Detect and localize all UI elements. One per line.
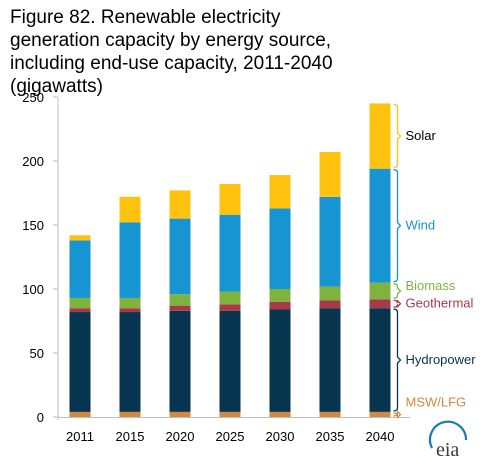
bar-segment-biomass-2025 [219,291,241,305]
bar-segment-msw-lfg-2035 [319,411,341,417]
legend: MSW/LFG Hydropower Geothermal Biomass Wind So… [393,103,477,420]
legend-brace-msw-lfg [393,409,402,420]
y-tick-label: 50 [30,346,44,361]
bar-segment-biomass-2015 [119,297,141,309]
legend-brace-geothermal [393,299,402,309]
x-tick-label: 2025 [216,429,245,444]
bar-segment-msw-lfg-2011 [69,411,91,417]
x-tick-label: 2040 [366,429,395,444]
bar-segment-wind-2040 [369,168,391,283]
bar-segment-wind-2015 [119,222,141,298]
bar-segment-hydropower-2020 [169,310,191,412]
bar-segment-msw-lfg-2040 [369,411,391,417]
bar-segment-geothermal-2015 [119,308,141,313]
bar-segment-geothermal-2035 [319,300,341,309]
bar-segment-geothermal-2011 [69,308,91,313]
x-axis: 2011 2015 2020 2025 2030 2035 2040 [58,417,410,444]
x-tick-label: 2035 [316,429,345,444]
x-tick-label: 2020 [166,429,195,444]
bar-segment-solar-2030 [269,175,291,209]
bar-segment-biomass-2011 [69,297,91,309]
bar-segment-msw-lfg-2025 [219,411,241,417]
bar-segment-geothermal-2020 [169,305,191,311]
bar-segment-hydropower-2040 [369,308,391,412]
bar-segment-solar-2011 [69,235,91,241]
bar-segment-solar-2035 [319,152,341,197]
legend-brace-solar [393,103,402,169]
legend-label-geothermal: Geothermal [406,296,474,311]
legend-brace-hydropower [393,308,402,412]
bar-segment-biomass-2030 [269,289,291,302]
legend-brace-biomass [393,282,402,299]
x-tick-label: 2030 [266,429,295,444]
bar-segment-solar-2020 [169,190,191,219]
bar-segment-geothermal-2030 [269,301,291,310]
bar-segment-hydropower-2035 [319,308,341,412]
x-tick-label: 2011 [66,429,94,444]
bar-segment-geothermal-2025 [219,304,241,311]
y-tick-label: 250 [22,90,44,105]
bar-stacks [69,103,391,417]
bar-segment-biomass-2040 [369,282,391,300]
bar-segment-geothermal-2040 [369,299,391,309]
eia-logo: eia [428,420,468,461]
y-tick-label: 0 [37,410,44,425]
bar-segment-solar-2015 [119,196,141,223]
bar-segment-wind-2020 [169,218,191,295]
legend-label-wind: Wind [406,218,436,233]
chart-title: Figure 82. Renewable electricity generat… [10,7,333,97]
bar-segment-biomass-2020 [169,294,191,306]
y-tick-label: 100 [22,282,44,297]
bar-segment-wind-2035 [319,196,341,287]
bar-segment-hydropower-2015 [119,312,141,412]
legend-brace-wind [393,169,402,283]
legend-label-hydropower: Hydropower [406,352,477,367]
bar-segment-solar-2025 [219,184,241,215]
x-tick-label: 2015 [116,429,145,444]
legend-label-biomass: Biomass [406,278,456,293]
bar-segment-hydropower-2025 [219,310,241,412]
y-axis: 0 50 100 150 200 250 [22,90,59,425]
legend-label-solar: Solar [406,128,437,143]
bar-segment-wind-2030 [269,208,291,289]
bar-segment-wind-2025 [219,214,241,292]
y-tick-label: 200 [22,154,44,169]
bar-segment-hydropower-2011 [69,312,91,412]
bar-segment-msw-lfg-2015 [119,411,141,417]
y-tick-label: 150 [22,218,44,233]
eia-logo-text: eia [436,439,459,461]
bar-segment-biomass-2035 [319,286,341,301]
bar-segment-solar-2040 [369,103,391,169]
bar-segment-hydropower-2030 [269,309,291,412]
legend-label-msw-lfg: MSW/LFG [406,394,467,409]
bar-segment-msw-lfg-2030 [269,411,291,417]
bar-segment-wind-2011 [69,240,91,298]
bar-segment-msw-lfg-2020 [169,411,191,417]
